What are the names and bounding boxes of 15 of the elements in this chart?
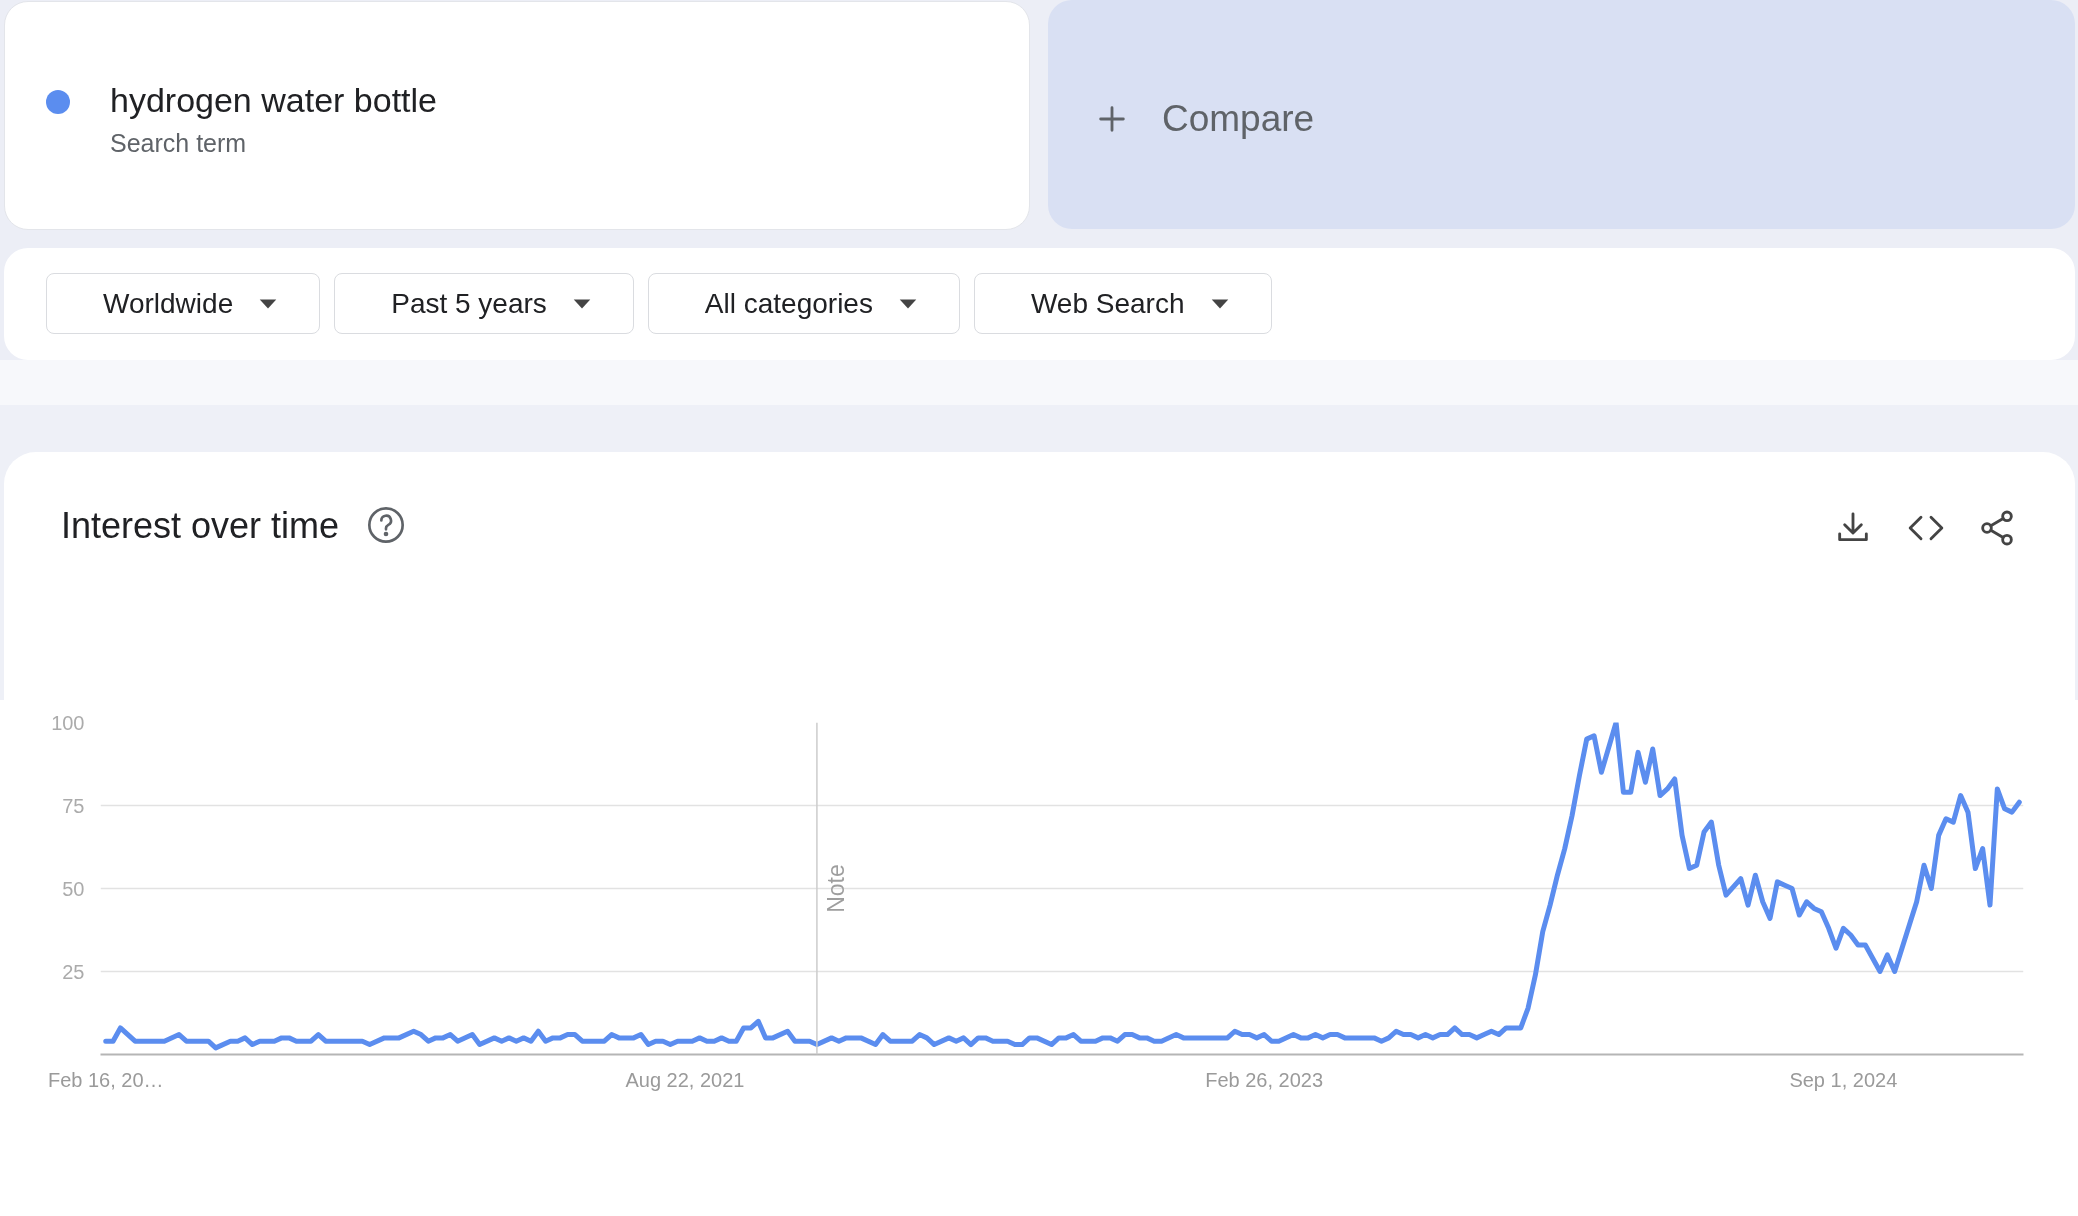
ref-line-label: Note xyxy=(822,864,849,913)
legend-caption: Search term xyxy=(110,128,247,158)
x-tick-label: Aug 22, 2021 xyxy=(625,1068,745,1091)
chart-title: Interest over time xyxy=(61,504,340,548)
y-tick-label: 100 xyxy=(51,711,85,734)
compare-button: Compare xyxy=(1048,0,2075,229)
x-tick-label: Feb 26, 2023 xyxy=(1205,1068,1324,1091)
x-tick-label: Sep 1, 2024 xyxy=(1789,1068,1898,1091)
panel-chart-header: Interest over time xyxy=(4,452,2075,700)
panel-search-term: hydrogen water bottle Search term xyxy=(4,1,1030,230)
y-tick-label: 25 xyxy=(62,960,85,983)
x-tick-label: Feb 16, 20… xyxy=(47,1068,164,1091)
y-tick-label: 75 xyxy=(62,794,85,817)
y-tick-label: 50 xyxy=(62,877,85,900)
legend-label: hydrogen water bottle xyxy=(110,80,437,121)
